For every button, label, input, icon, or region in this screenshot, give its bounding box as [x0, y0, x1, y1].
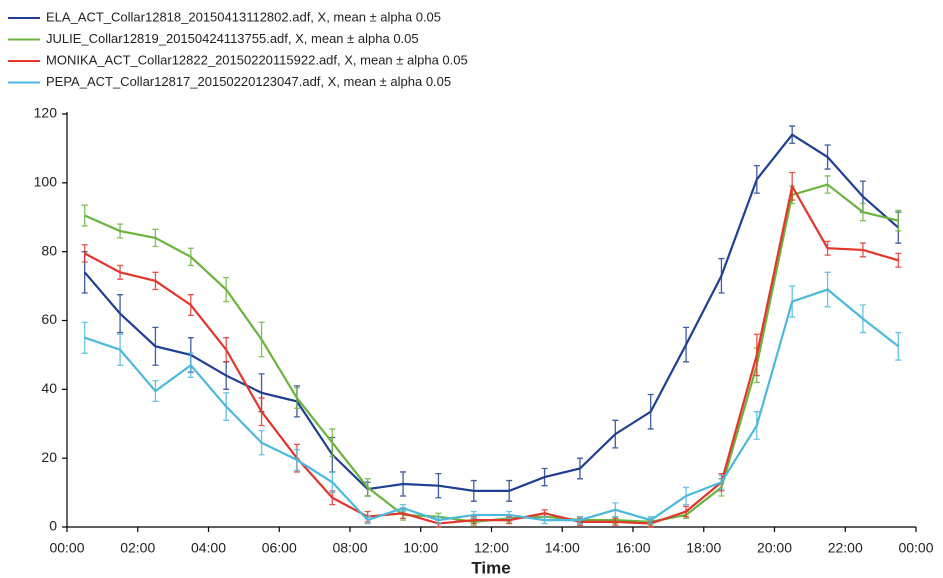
error-bar — [81, 204, 88, 227]
x-tick-label: 10:00 — [403, 540, 438, 556]
y-tick-label: 80 — [41, 242, 57, 258]
x-tick-label: 20:00 — [757, 540, 792, 556]
y-tick-label: 100 — [34, 174, 58, 190]
x-tick-label: 06:00 — [262, 540, 297, 556]
y-tick-label: 120 — [34, 105, 58, 121]
x-tick-label: 00:00 — [49, 540, 84, 556]
y-tick-label: 40 — [41, 380, 57, 396]
legend-label: PEPA_ACT_Collar12817_20150220123047.adf,… — [46, 74, 451, 89]
x-tick-label: 00:00 — [898, 540, 933, 556]
legend-label: JULIE_Collar12819_20150424113755.adf, X,… — [46, 31, 419, 46]
x-tick-label: 02:00 — [120, 540, 155, 556]
x-tick-label: 22:00 — [828, 540, 863, 556]
series-line — [84, 288, 899, 522]
x-tick-label: 08:00 — [332, 540, 367, 556]
x-tick-label: 04:00 — [191, 540, 226, 556]
legend-label: ELA_ACT_Collar12818_20150413112802.adf, … — [46, 9, 441, 24]
y-tick-label: 0 — [49, 518, 57, 534]
y-tick-label: 60 — [41, 311, 57, 327]
error-bar — [895, 331, 902, 361]
legend-label: MONIKA_ACT_Collar12822_20150220115922.ad… — [46, 52, 468, 67]
y-tick-label: 20 — [41, 449, 57, 465]
error-bar — [895, 209, 902, 232]
x-axis-label: Time — [471, 558, 510, 577]
series-line — [84, 183, 899, 525]
x-tick-label: 18:00 — [686, 540, 721, 556]
x-tick-label: 16:00 — [615, 540, 650, 556]
x-tick-label: 12:00 — [474, 540, 509, 556]
series-line — [84, 183, 899, 523]
error-bar — [895, 252, 902, 268]
series-line — [83, 133, 900, 492]
x-tick-label: 14:00 — [545, 540, 580, 556]
